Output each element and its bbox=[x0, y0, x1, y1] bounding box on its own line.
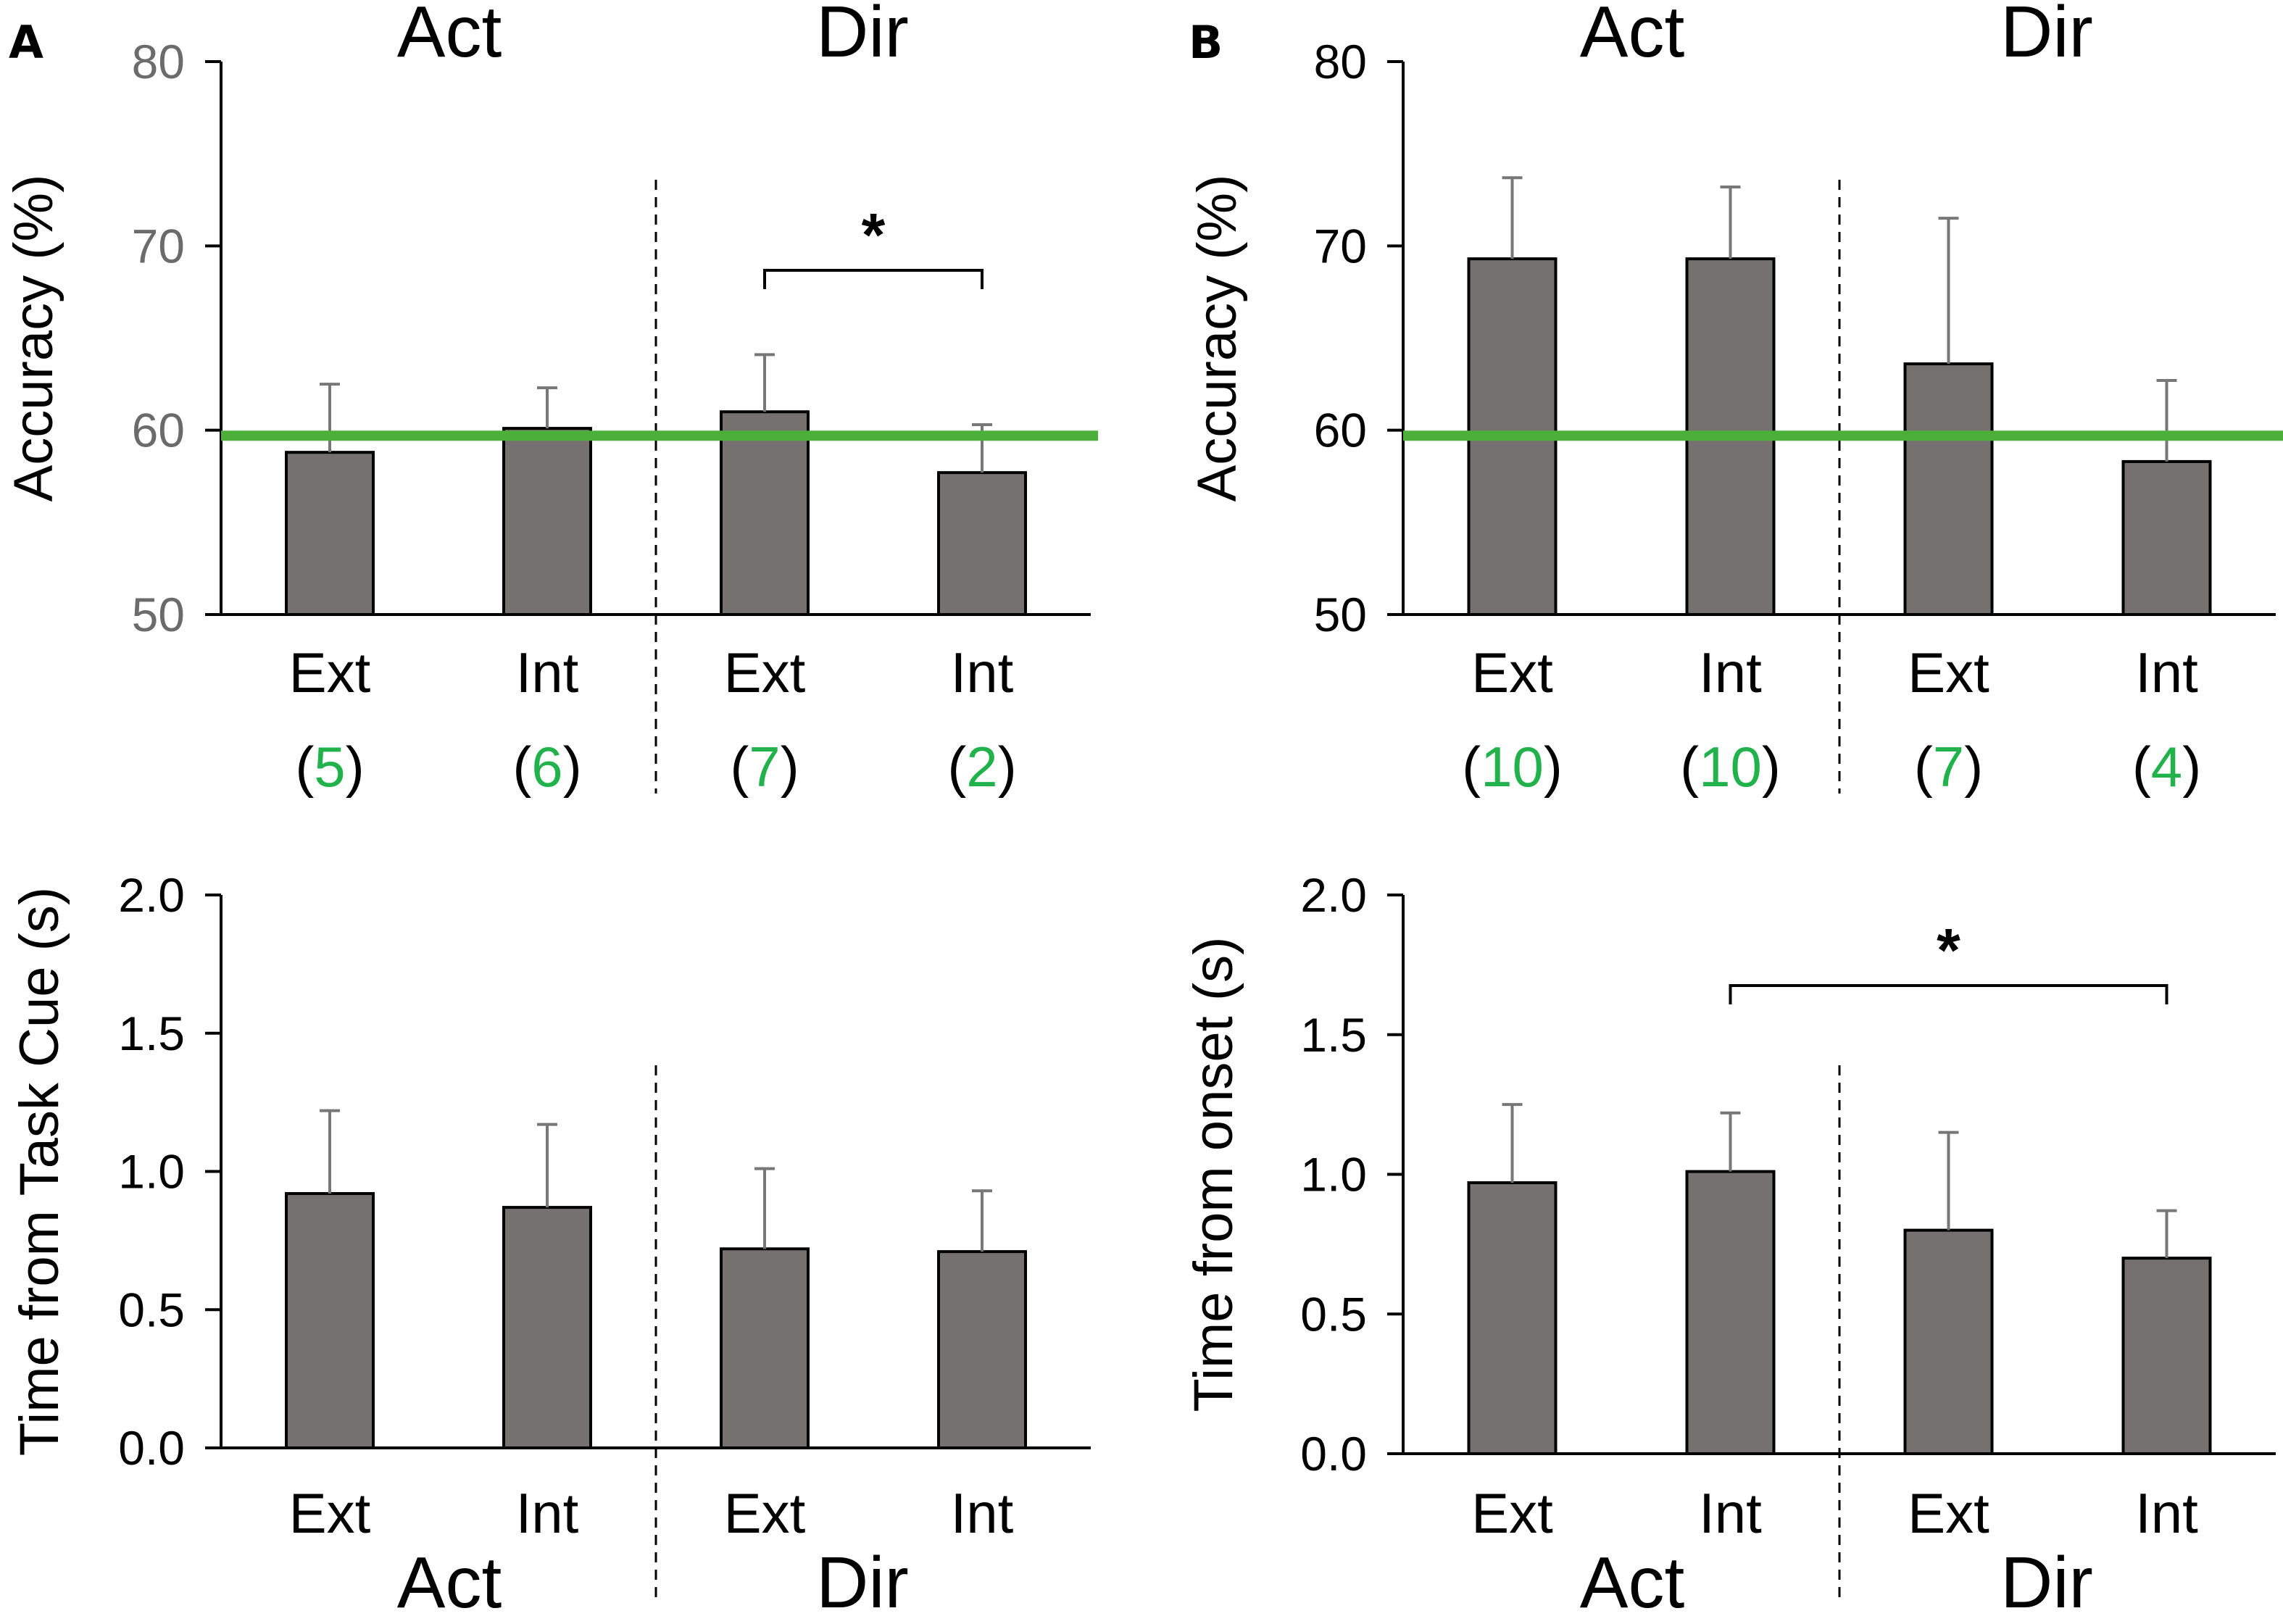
y-tick-label: 0.0 bbox=[118, 1421, 185, 1475]
y-tick-label: 1.5 bbox=[118, 1007, 185, 1060]
chart-b-top: 50 60 70 80 Accuracy (%) Ext Int Ext Int (10) (10)… bbox=[1186, 0, 2283, 799]
x-tick-label: Ext bbox=[289, 641, 371, 704]
y-tick-label: 50 bbox=[132, 588, 185, 641]
x-tick-label: Int bbox=[951, 641, 1014, 704]
y-tick-label: 0.5 bbox=[118, 1283, 185, 1336]
panel-label-a: A bbox=[9, 16, 43, 69]
bar bbox=[720, 410, 810, 616]
x-tick-label: Ext bbox=[289, 1481, 371, 1545]
x-tick-label: Ext bbox=[724, 641, 806, 704]
panel-label-b: B bbox=[1189, 16, 1223, 69]
bar bbox=[1903, 1228, 1994, 1455]
group-title: Act bbox=[1580, 0, 1685, 72]
x-tick-label: Int bbox=[2135, 1481, 2198, 1545]
x-tick-label: Int bbox=[1699, 641, 1762, 704]
y-tick-label: 60 bbox=[1314, 404, 1367, 457]
count-label: (6) bbox=[512, 735, 581, 799]
chart-a-bottom: 0.0 0.5 1.0 1.5 2.0 Time from Task Cue (s) Ext… bbox=[9, 868, 1091, 1623]
count-label: (4) bbox=[2132, 735, 2201, 799]
y-tick-label: 1.5 bbox=[1300, 1008, 1367, 1062]
group-title: Act bbox=[397, 0, 502, 72]
count-label: (2) bbox=[947, 735, 1016, 799]
y-axis-label: Accuracy (%) bbox=[3, 175, 65, 502]
y-tick-label: 2.0 bbox=[1300, 868, 1367, 922]
bar bbox=[1685, 1170, 1776, 1456]
significance-star: * bbox=[1937, 916, 1960, 984]
x-tick-label: Int bbox=[1699, 1481, 1762, 1545]
x-tick-label: Ext bbox=[1471, 1481, 1553, 1545]
group-title: Dir bbox=[816, 0, 909, 72]
group-title: Act bbox=[1580, 1542, 1685, 1623]
y-axis-label: Accuracy (%) bbox=[1186, 175, 1248, 502]
y-tick-label: 1.0 bbox=[1300, 1148, 1367, 1202]
charts-layer: 50 60 70 80 Accuracy (%) Ext Int Ext Int (5) (6) (7… bbox=[3, 0, 2283, 1623]
x-tick-label: Int bbox=[516, 641, 579, 704]
y-axis-label: Time from onset (s) bbox=[1183, 937, 1244, 1412]
group-title: Act bbox=[397, 1542, 502, 1623]
x-tick-label: Int bbox=[2135, 641, 2198, 704]
bar bbox=[285, 1192, 375, 1450]
count-label: (5) bbox=[295, 735, 364, 799]
x-tick-label: Int bbox=[516, 1481, 579, 1545]
y-axis-label: Time from Task Cue (s) bbox=[9, 887, 70, 1456]
x-tick-label: Ext bbox=[1908, 641, 1989, 704]
y-tick-label: 70 bbox=[132, 219, 185, 272]
bar bbox=[1903, 362, 1994, 616]
group-title: Dir bbox=[2000, 0, 2093, 72]
group-title: Dir bbox=[816, 1542, 909, 1623]
significance-star: * bbox=[862, 201, 886, 269]
bar bbox=[937, 1250, 1027, 1449]
count-label: (7) bbox=[730, 735, 799, 799]
bar bbox=[937, 471, 1027, 616]
bar bbox=[720, 1247, 810, 1449]
bar bbox=[502, 427, 592, 617]
chart-a-top: 50 60 70 80 Accuracy (%) Ext Int Ext Int (5) (6) (7… bbox=[3, 0, 1098, 799]
y-tick-label: 0.5 bbox=[1300, 1287, 1367, 1341]
significance-bracket bbox=[1729, 984, 2168, 1004]
y-tick-label: 2.0 bbox=[118, 868, 185, 922]
y-tick-label: 50 bbox=[1314, 588, 1367, 641]
y-tick-label: 70 bbox=[1314, 219, 1367, 272]
chart-b-bottom: 0.0 0.5 1.0 1.5 2.0 Time from onset (s) Ext Int… bbox=[1183, 868, 2276, 1623]
x-tick-label: Ext bbox=[724, 1481, 806, 1545]
y-tick-label: 0.0 bbox=[1300, 1427, 1367, 1481]
x-tick-label: Ext bbox=[1471, 641, 1553, 704]
count-label: (10) bbox=[1680, 735, 1781, 799]
x-tick-label: Ext bbox=[1908, 1481, 1989, 1545]
y-tick-label: 60 bbox=[132, 404, 185, 457]
bar bbox=[502, 1206, 592, 1449]
count-label: (10) bbox=[1462, 735, 1563, 799]
bar bbox=[285, 451, 375, 616]
bar bbox=[2121, 459, 2212, 616]
group-title: Dir bbox=[2000, 1542, 2093, 1623]
bar bbox=[1467, 1181, 1558, 1455]
y-tick-label: 1.0 bbox=[118, 1145, 185, 1199]
count-label: (7) bbox=[1914, 735, 1983, 799]
x-tick-label: Int bbox=[951, 1481, 1014, 1545]
bar bbox=[2121, 1257, 2212, 1456]
y-tick-label: 80 bbox=[132, 35, 185, 88]
significance-bracket bbox=[763, 269, 984, 289]
y-tick-label: 80 bbox=[1314, 35, 1367, 88]
